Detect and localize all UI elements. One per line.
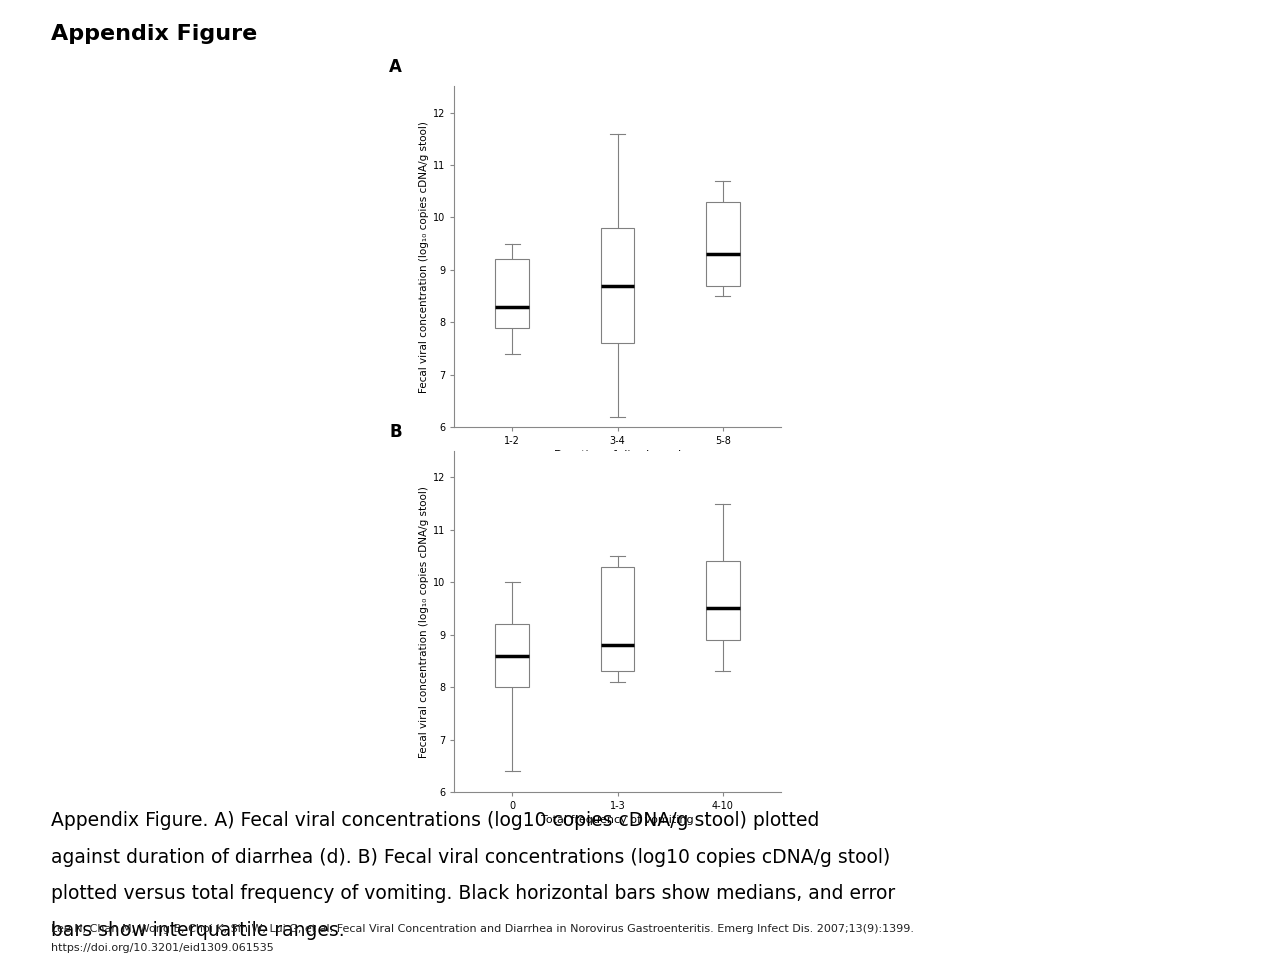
Bar — [600, 566, 635, 671]
Text: Lee N, Chan M, Wong B, Choi K, Sin W, Lui G, et al. Fecal Viral Concentration an: Lee N, Chan M, Wong B, Choi K, Sin W, Lu… — [51, 924, 914, 933]
Y-axis label: Fecal viral concentration (log₁₀ copies cDNA/g stool): Fecal viral concentration (log₁₀ copies … — [419, 121, 429, 393]
Y-axis label: Fecal viral concentration (log₁₀ copies cDNA/g stool): Fecal viral concentration (log₁₀ copies … — [419, 486, 429, 757]
Bar — [707, 202, 740, 286]
Text: https://doi.org/10.3201/eid1309.061535: https://doi.org/10.3201/eid1309.061535 — [51, 943, 274, 952]
X-axis label: Total frequency of vomiting: Total frequency of vomiting — [541, 815, 694, 826]
Text: Appendix Figure: Appendix Figure — [51, 24, 257, 44]
Bar — [707, 562, 740, 640]
Text: A: A — [389, 59, 402, 76]
Text: against duration of diarrhea (d). B) Fecal viral concentrations (log10 copies cD: against duration of diarrhea (d). B) Fec… — [51, 848, 891, 867]
Text: Appendix Figure. A) Fecal viral concentrations (log10 copies cDNA/g stool) plott: Appendix Figure. A) Fecal viral concentr… — [51, 811, 819, 830]
Bar — [495, 624, 529, 687]
X-axis label: Duration of diarrhea, d: Duration of diarrhea, d — [554, 450, 681, 461]
Bar — [495, 259, 529, 327]
Text: bars show interquartile ranges.: bars show interquartile ranges. — [51, 921, 344, 940]
Text: plotted versus total frequency of vomiting. Black horizontal bars show medians, : plotted versus total frequency of vomiti… — [51, 884, 896, 903]
Bar — [600, 228, 635, 344]
Text: B: B — [389, 423, 402, 441]
